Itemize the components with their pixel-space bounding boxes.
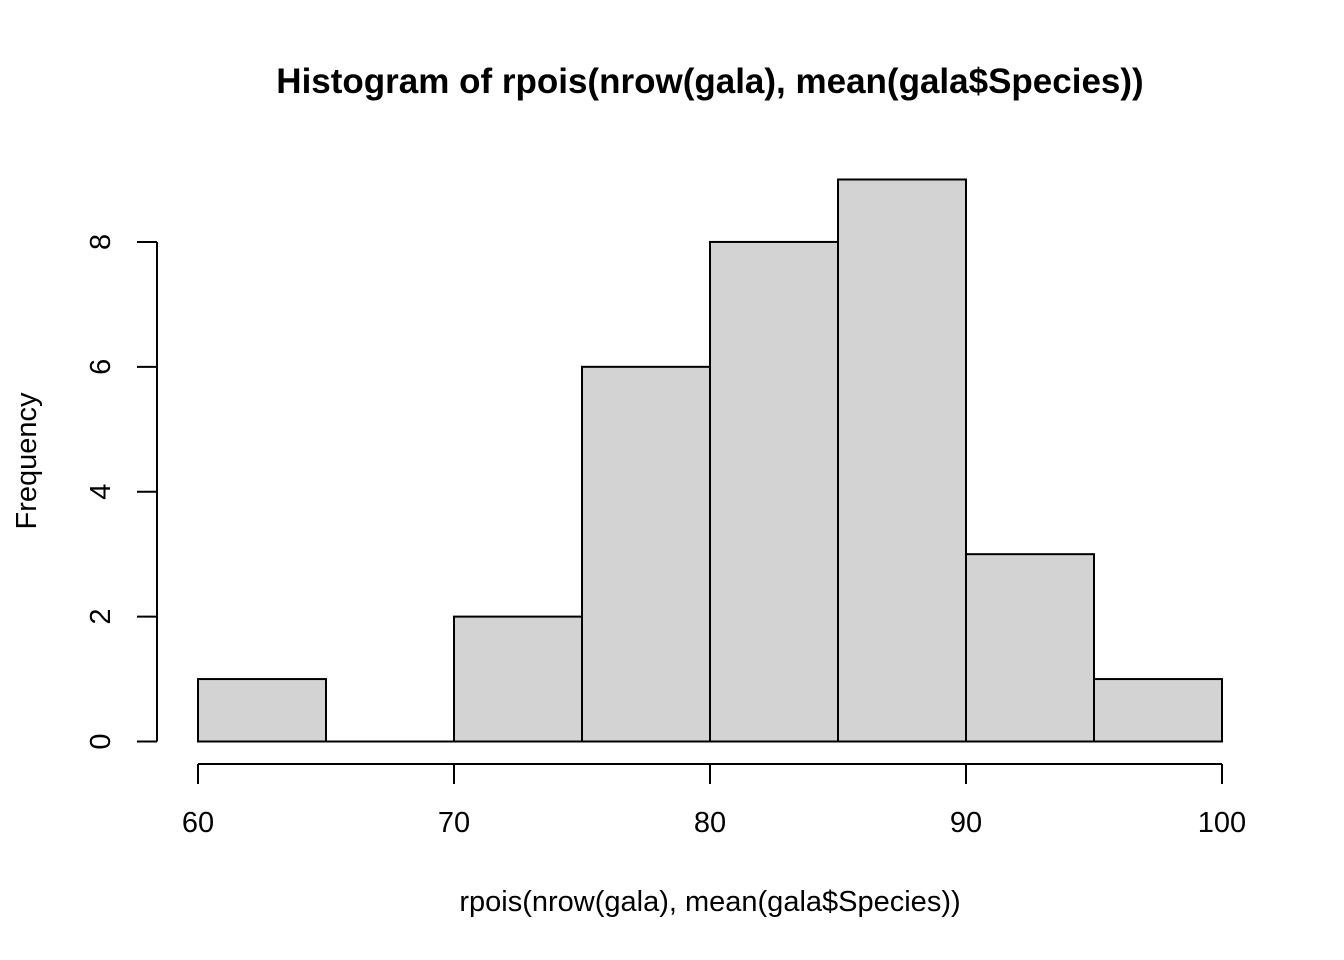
x-axis: 60 70 80 90 100 [182,763,1246,839]
y-tick-label: 8 [85,234,117,250]
histogram-bar [581,365,711,743]
y-axis: 0 2 4 6 8 [85,234,158,750]
x-tick-label: 70 [438,807,470,839]
y-axis-label: Frequency [11,392,43,530]
bars-group [197,178,1223,743]
x-tick-label: 90 [950,807,982,839]
histogram-bar [709,240,839,743]
chart-title: Histogram of rpois(nrow(gala), mean(gala… [276,62,1143,101]
y-tick-label: 4 [85,484,117,500]
x-tick-label: 60 [182,807,214,839]
histogram-bar [965,553,1095,743]
y-tick-label: 6 [85,359,117,375]
histogram-bar [1093,678,1223,743]
y-tick-label: 0 [85,733,117,749]
x-tick-label: 80 [694,807,726,839]
x-tick-label: 100 [1198,807,1246,839]
x-axis-label: rpois(nrow(gala), mean(gala$Species)) [459,886,960,918]
histogram-bar [837,178,967,743]
histogram-bar [453,615,583,743]
histogram-bar [197,678,327,743]
y-tick-label: 2 [85,609,117,625]
